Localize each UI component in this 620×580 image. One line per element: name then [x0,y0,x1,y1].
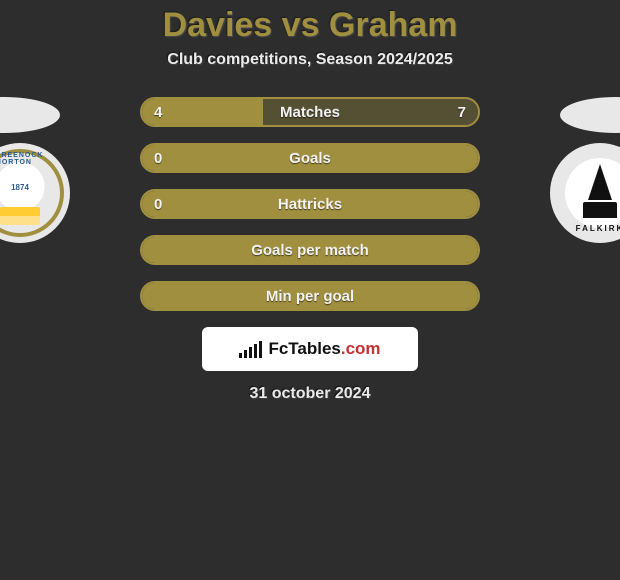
logo-bar-segment [249,347,252,358]
footer-date: 31 october 2024 [0,385,620,403]
oval-decoration-left [0,97,60,133]
brand-text: FcTables.com [268,339,380,359]
stat-fill-right [263,99,478,125]
stat-fill-left [142,191,478,217]
club-badge-right: FALKIRK [550,143,620,243]
stat-bar: Min per goal [140,281,480,311]
stat-fill-left [142,145,478,171]
brand-logo-icon [239,340,262,358]
logo-bar-segment [244,350,247,358]
badge-arc-text: FALKIRK [576,224,620,233]
badge-year: 1874 [11,183,29,192]
header: Davies vs Graham Club competitions, Seas… [0,0,620,69]
brand-name: FcTables [268,339,340,358]
badge-arc-text: GREENOCK MORTON [0,152,45,166]
logo-bar-segment [239,353,242,358]
stat-bar: Goals0 [140,143,480,173]
brand-box: FcTables.com [202,327,418,371]
page-title: Davies vs Graham [0,6,620,45]
stat-fill-left [142,237,478,263]
stat-fill-left [142,283,478,309]
stat-bars: Matches47 Goals0 Hattricks0 Goals per match… [140,97,480,311]
club-badge-left: GREENOCK MORTON 1874 [0,143,70,243]
stat-bar: Matches47 [140,97,480,127]
logo-bar-segment [254,344,257,358]
comparison-stage: GREENOCK MORTON 1874 FALKIRK Matches47 Go… [0,97,620,311]
page-subtitle: Club competitions, Season 2024/2025 [0,51,620,69]
brand-suffix: .com [341,339,381,358]
badge-flag-icon [0,207,40,225]
badge-steeple-icon [565,158,620,228]
stat-fill-left [142,99,263,125]
oval-decoration-right [560,97,620,133]
logo-bar-segment [259,341,262,358]
stat-bar: Goals per match [140,235,480,265]
stat-bar: Hattricks0 [140,189,480,219]
